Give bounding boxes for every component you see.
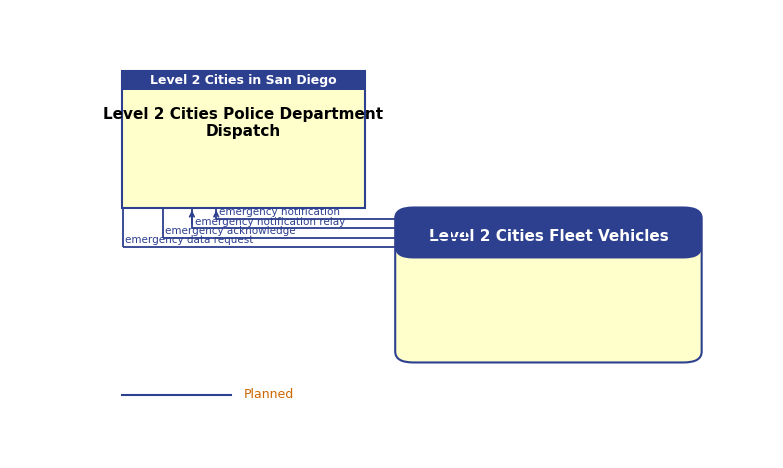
Bar bbox=[122, 71, 365, 207]
Text: Planned: Planned bbox=[244, 388, 294, 402]
Text: emergency notification relay: emergency notification relay bbox=[195, 217, 345, 227]
Text: Level 2 Cities Fleet Vehicles: Level 2 Cities Fleet Vehicles bbox=[428, 229, 669, 244]
FancyBboxPatch shape bbox=[395, 207, 702, 258]
Bar bbox=[415, 232, 682, 248]
Text: emergency data request: emergency data request bbox=[124, 235, 253, 245]
Text: emergency acknowledge: emergency acknowledge bbox=[164, 226, 295, 236]
FancyBboxPatch shape bbox=[395, 207, 702, 362]
Bar bbox=[122, 71, 365, 90]
Text: emergency notification: emergency notification bbox=[219, 207, 341, 217]
Text: Level 2 Cities in San Diego: Level 2 Cities in San Diego bbox=[150, 73, 337, 87]
Text: Level 2 Cities Police Department
Dispatch: Level 2 Cities Police Department Dispatc… bbox=[103, 107, 384, 139]
